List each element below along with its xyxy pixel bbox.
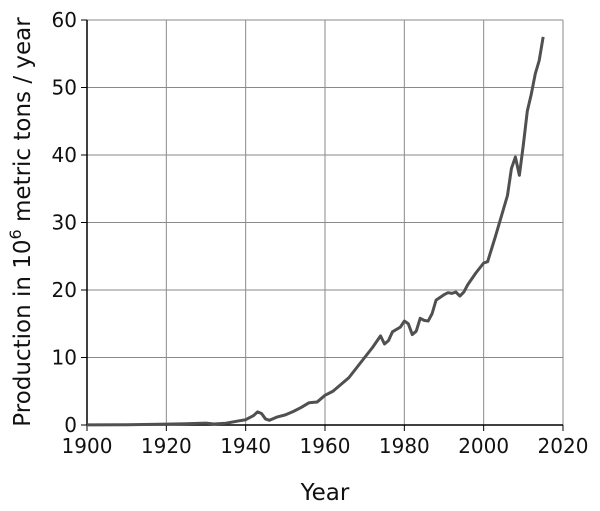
x-tick-label: 1960	[300, 434, 351, 458]
y-axis-label-text: Production in 10	[10, 239, 36, 426]
x-tick-label: 1920	[141, 434, 192, 458]
y-tick-label: 10	[52, 346, 77, 370]
y-tick-label: 20	[52, 278, 77, 302]
y-axis-label-text: metric tons / year	[10, 17, 36, 230]
data-line	[86, 36, 545, 427]
x-tick-label: 1940	[220, 434, 271, 458]
y-tick-label: 30	[52, 211, 77, 235]
y-tick-label: 0	[64, 413, 77, 437]
y-tick-label: 50	[52, 76, 77, 100]
y-axis-label-superscript: 6	[6, 229, 25, 239]
x-tick-label: 1980	[379, 434, 430, 458]
y-axis-label: Production in 106 metric tons / year	[6, 17, 36, 427]
y-tick-label: 40	[52, 143, 77, 167]
x-tick-label: 1900	[62, 434, 113, 458]
x-axis-label: Year	[300, 480, 350, 506]
x-tick-label: 2000	[458, 434, 509, 458]
x-tick-label: 2020	[538, 434, 589, 458]
y-tick-label: 60	[52, 8, 77, 32]
